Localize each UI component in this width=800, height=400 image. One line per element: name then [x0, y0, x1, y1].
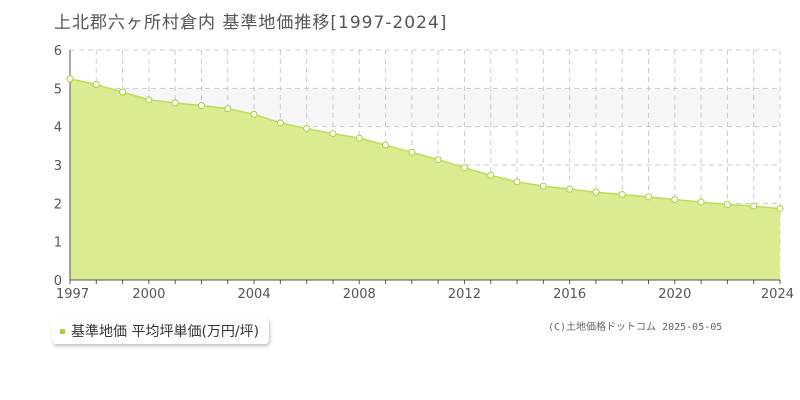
data-point [382, 141, 390, 149]
data-point [460, 164, 468, 172]
series-line [69, 78, 781, 210]
y-tick-label: 2 [54, 197, 62, 212]
data-point [592, 188, 600, 196]
data-point [355, 134, 363, 142]
data-point [303, 125, 311, 133]
y-tick-label: 6 [54, 44, 62, 59]
y-tick-label: 0 [54, 274, 62, 289]
y-tick-label: 1 [54, 236, 62, 251]
chart-title: 上北郡六ヶ所村倉内 基準地価推移[1997-2024] [54, 13, 448, 33]
x-tick-label: 2004 [238, 287, 271, 302]
y-tick-label: 5 [54, 82, 62, 97]
data-point [750, 202, 758, 210]
legend[interactable]: 基準地価 平均坪単価(万円/坪) [52, 318, 270, 344]
data-point [723, 200, 731, 208]
data-point [434, 156, 442, 164]
data-point [92, 81, 100, 88]
x-tick-label: 2020 [658, 287, 691, 302]
data-point [197, 102, 205, 110]
copyright: (C)土地価格ドットコム 2025-05-05 [548, 322, 723, 333]
data-point [329, 130, 337, 138]
data-point [66, 75, 74, 83]
x-tick-label: 2016 [553, 287, 586, 302]
data-point [618, 191, 626, 199]
data-point [408, 148, 416, 156]
data-point [145, 96, 153, 104]
legend-swatch [60, 328, 65, 334]
data-point [250, 110, 258, 118]
x-tick-label: 2024 [761, 287, 794, 302]
data-point [671, 196, 679, 203]
data-point [487, 171, 495, 179]
data-point [645, 193, 653, 201]
data-point [566, 185, 574, 193]
data-point [276, 119, 284, 127]
x-tick-label: 2000 [132, 287, 165, 302]
x-tick-label: 2008 [343, 287, 376, 302]
x-tick-label: 2012 [448, 287, 481, 302]
data-point [513, 178, 521, 186]
y-tick-label: 4 [54, 121, 62, 136]
legend-label: 基準地価 平均坪単価(万円/坪) [71, 324, 260, 340]
data-point [224, 105, 232, 113]
data-point [697, 198, 705, 206]
y-tick-label: 3 [54, 159, 62, 174]
data-point [171, 99, 179, 107]
data-point [539, 182, 547, 190]
data-point [119, 88, 127, 96]
data-point [776, 205, 784, 213]
series-area [70, 78, 780, 280]
x-tick-label: 1997 [56, 287, 89, 302]
